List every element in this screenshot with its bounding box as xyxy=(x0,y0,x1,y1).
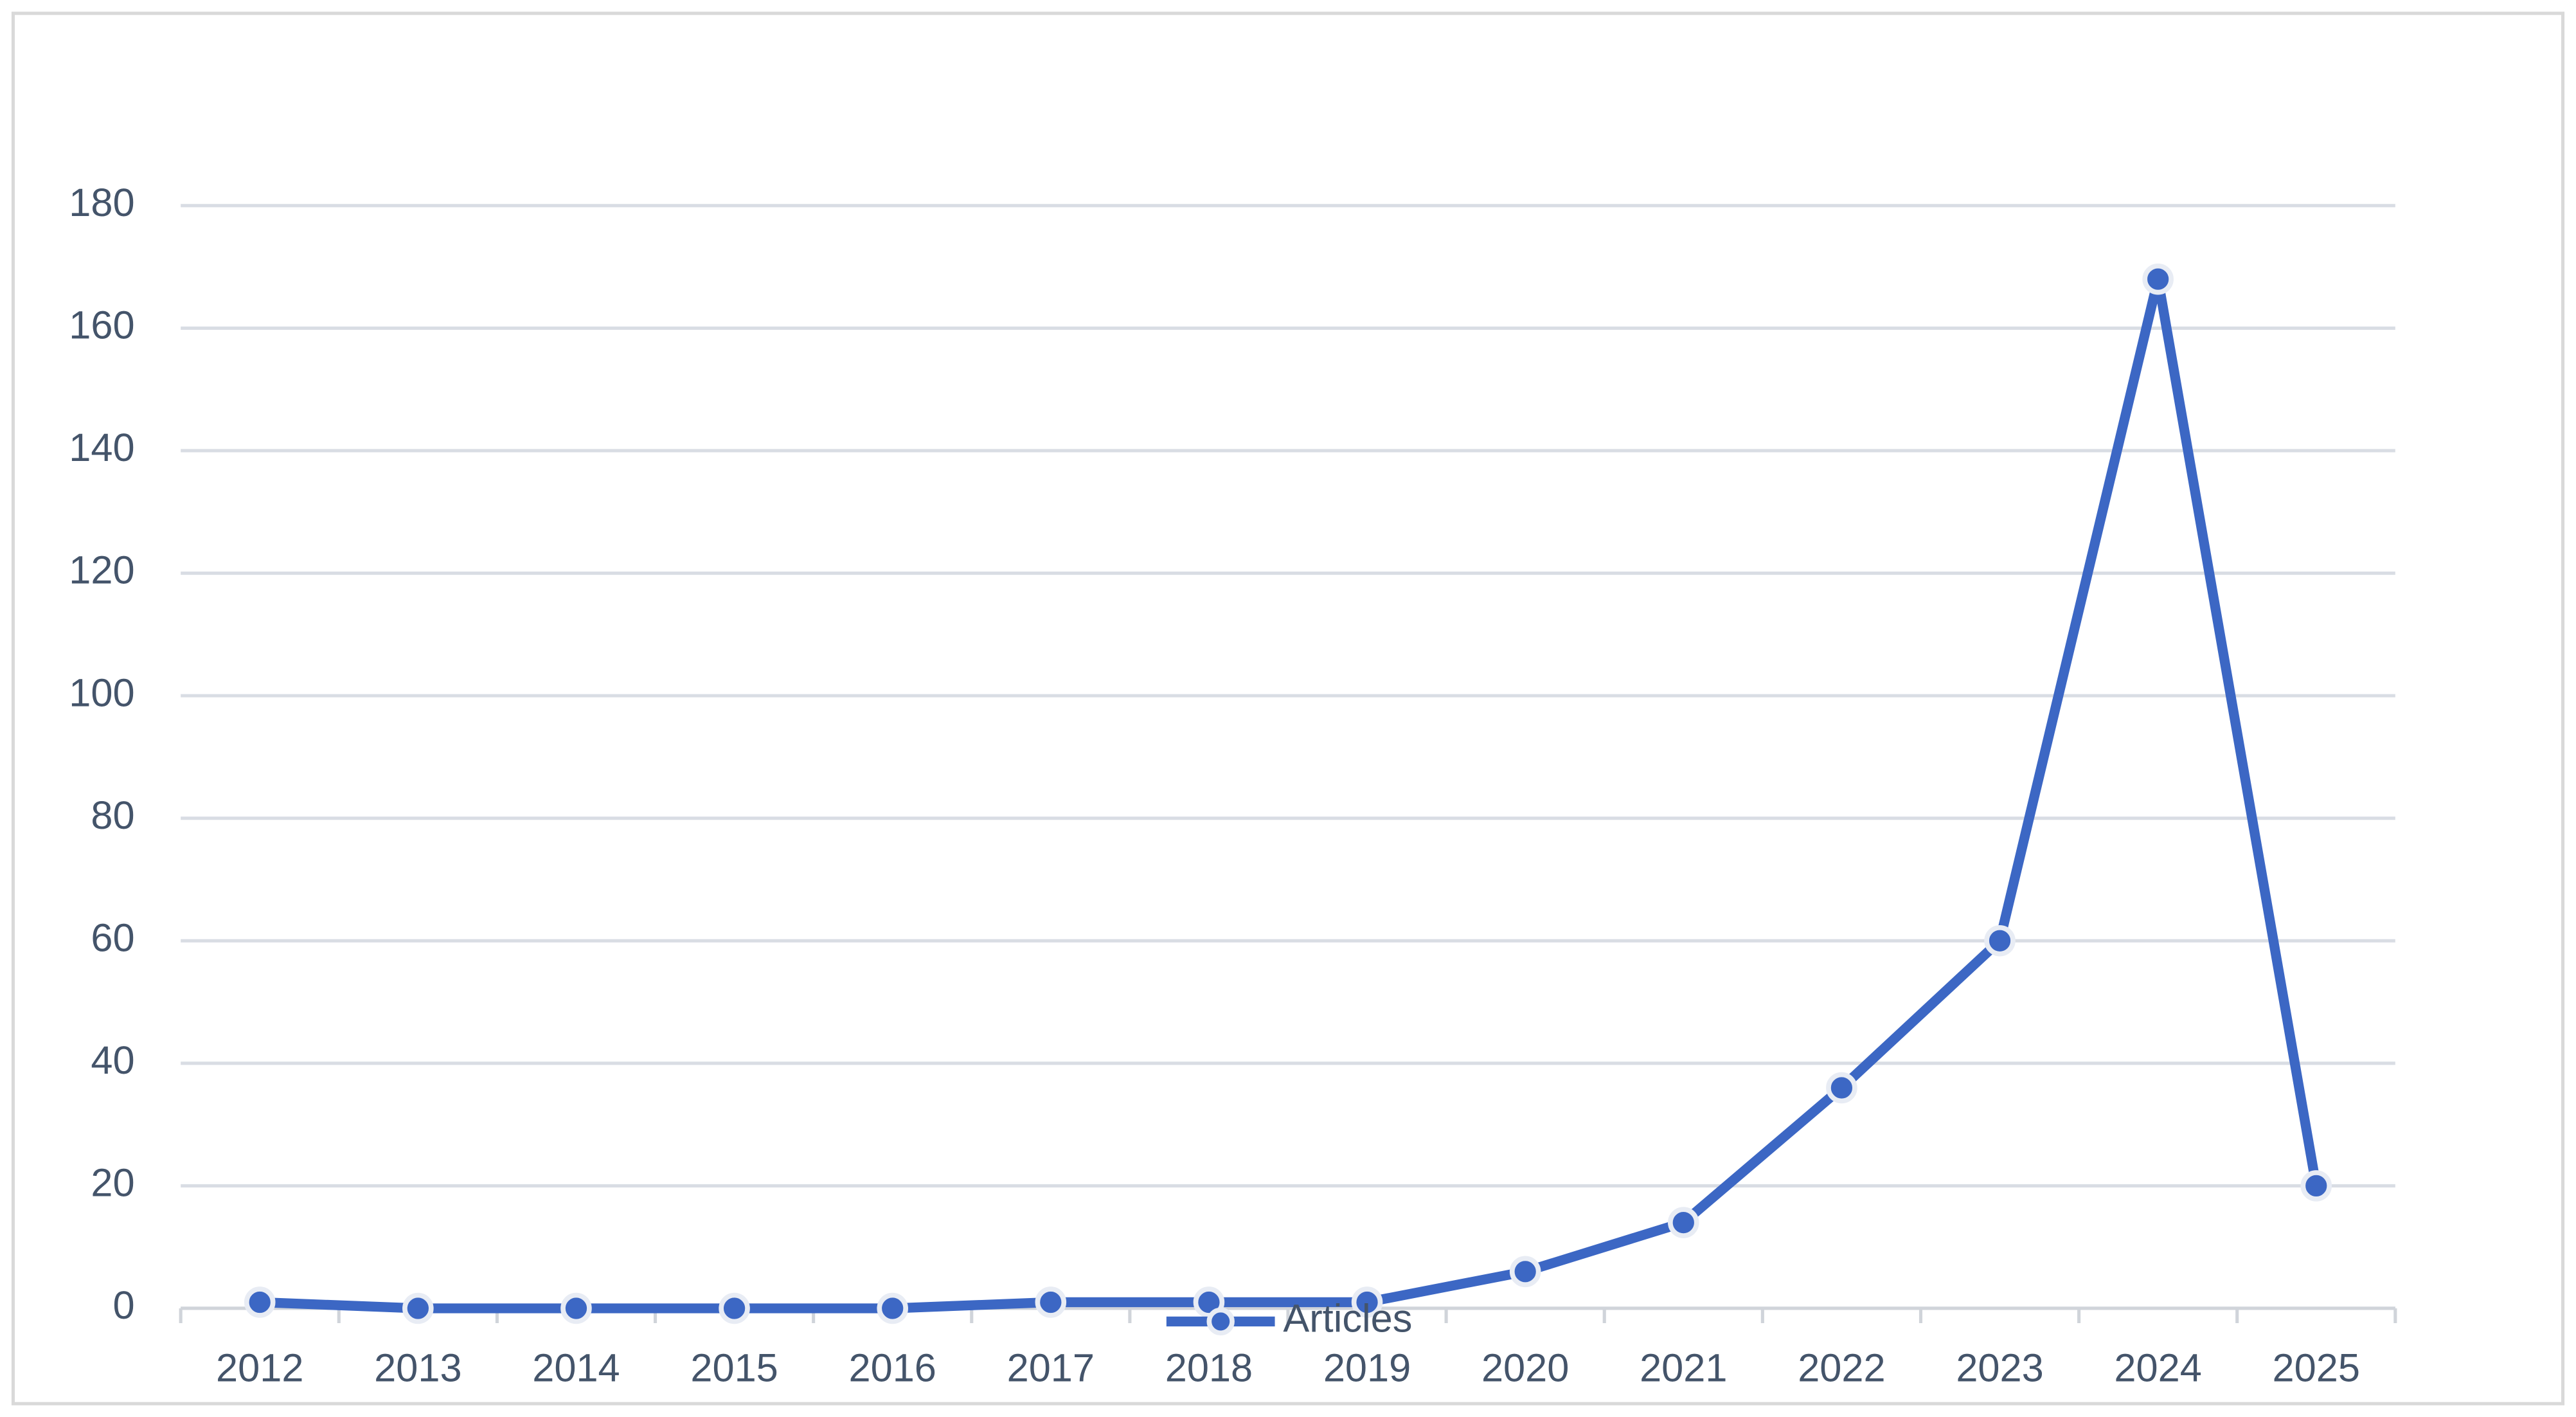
data-point xyxy=(1984,925,2016,957)
x-tick-label: 2016 xyxy=(848,1345,936,1389)
legend-label: Articles xyxy=(1283,1296,1412,1340)
y-tick-label: 60 xyxy=(91,915,134,959)
x-tick-label: 2022 xyxy=(1798,1345,1885,1389)
x-tick-label: 2017 xyxy=(1007,1345,1095,1389)
x-tick-label: 2023 xyxy=(1956,1345,2043,1389)
data-point xyxy=(402,1292,434,1324)
y-tick-label: 160 xyxy=(69,303,134,347)
chart-border xyxy=(11,12,2565,1405)
data-point xyxy=(244,1286,276,1318)
data-point xyxy=(2300,1170,2332,1202)
data-point xyxy=(2142,263,2174,295)
y-tick-label: 40 xyxy=(91,1038,134,1082)
y-tick-label: 20 xyxy=(91,1160,134,1205)
x-tick-label: 2019 xyxy=(1323,1345,1411,1389)
data-point xyxy=(1509,1256,1541,1288)
x-tick-label: 2025 xyxy=(2273,1345,2360,1389)
series-line xyxy=(259,274,2321,1313)
data-point xyxy=(1668,1207,1699,1238)
y-tick-label: 120 xyxy=(69,548,134,592)
data-point xyxy=(1826,1072,1857,1104)
x-tick-label: 2024 xyxy=(2114,1345,2201,1389)
x-tick-label: 2021 xyxy=(1640,1345,1727,1389)
y-tick-label: 100 xyxy=(69,670,134,714)
x-tick-label: 2015 xyxy=(690,1345,778,1389)
x-tick-label: 2014 xyxy=(532,1345,620,1389)
x-tick-label: 2013 xyxy=(374,1345,461,1389)
y-tick-label: 140 xyxy=(69,425,134,469)
y-tick-label: 180 xyxy=(69,180,134,224)
y-tick-label: 80 xyxy=(91,793,134,837)
data-point xyxy=(1035,1286,1067,1318)
x-tick-label: 2012 xyxy=(216,1345,303,1389)
data-point xyxy=(877,1292,908,1324)
data-point xyxy=(719,1292,750,1324)
y-tick-label: 0 xyxy=(112,1283,134,1327)
legend-marker xyxy=(1206,1307,1235,1336)
data-point xyxy=(1351,1286,1383,1318)
x-tick-label: 2020 xyxy=(1481,1345,1569,1389)
data-point xyxy=(560,1292,592,1324)
x-tick-label: 2018 xyxy=(1165,1345,1253,1389)
